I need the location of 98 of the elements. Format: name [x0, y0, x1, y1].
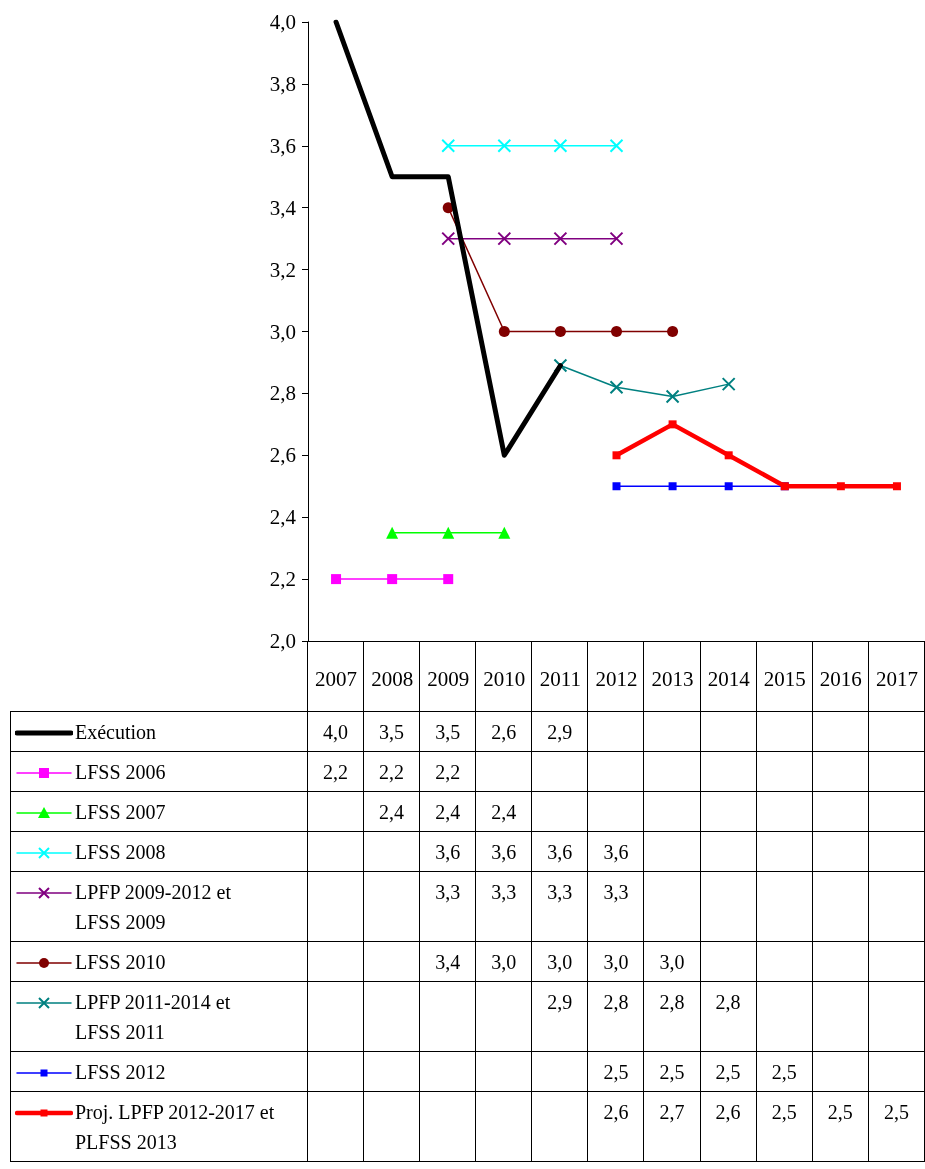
data-label: 2,8 [602, 990, 630, 1015]
legend-label: LFSS 2012 [75, 1060, 167, 1085]
data-label: 3,5 [378, 720, 406, 745]
data-label: 2,4 [434, 800, 462, 825]
point [724, 482, 733, 491]
x-tick-label: 2014 [707, 666, 751, 691]
data-label: 2,6 [490, 720, 518, 745]
x-tick-label: 2016 [819, 666, 862, 691]
x-tick-label: 2007 [315, 666, 358, 691]
data-label: 3,5 [434, 720, 462, 745]
data-label: 2,9 [546, 720, 574, 745]
data-label: 3,0 [490, 950, 518, 975]
data-label: 2,2 [322, 760, 349, 785]
data-label: 2,4 [490, 800, 518, 825]
y-tick-label: 2,4 [269, 505, 297, 530]
y-tick-label: 2,8 [269, 381, 296, 406]
data-label: 2,8 [658, 990, 686, 1015]
data-label: 2,5 [770, 1100, 798, 1125]
legend-label: LFSS 2006 [75, 760, 167, 785]
point [612, 482, 621, 491]
data-label: 3,6 [546, 840, 574, 865]
y-tick-label: 3,0 [269, 319, 296, 344]
point [721, 377, 736, 392]
x-tick-label: 2010 [483, 666, 526, 691]
point [331, 574, 342, 585]
data-label: 4,0 [322, 720, 349, 745]
point [443, 574, 454, 585]
data-label: 2,6 [714, 1100, 742, 1125]
point [497, 138, 512, 153]
legend-label: LFSS 2008 [75, 840, 167, 865]
point [724, 451, 733, 460]
legend-label: LFSS 2007 [75, 800, 167, 825]
point [609, 138, 624, 153]
data-label: 2,5 [602, 1060, 630, 1085]
point [665, 389, 680, 404]
data-label: 2,5 [882, 1100, 910, 1125]
point [498, 326, 510, 337]
point [609, 231, 624, 246]
legend-label: Exécution [75, 720, 158, 745]
point [612, 451, 621, 460]
data-label: 3,4 [434, 950, 462, 975]
point [836, 482, 845, 491]
point [554, 326, 566, 337]
point [611, 326, 622, 337]
point [892, 482, 901, 491]
point [553, 138, 568, 153]
point [441, 138, 456, 153]
point [387, 574, 398, 585]
point [441, 231, 456, 246]
data-label: 3,6 [602, 840, 630, 865]
data-label: 2,9 [546, 990, 574, 1015]
y-tick-label: 2,2 [269, 567, 296, 592]
legend-label: LFSS 2010 [75, 950, 167, 975]
data-label: 2,5 [714, 1060, 742, 1085]
y-tick-label: 3,6 [269, 133, 296, 158]
y-tick-label: 3,2 [269, 257, 296, 282]
data-label: 3,3 [490, 880, 518, 905]
point [442, 526, 455, 539]
legend-label: LPFP 2009-2012 et LFSS 2009 [75, 880, 232, 935]
legend-label: LPFP 2011-2014 et LFSS 2011 [75, 990, 232, 1045]
x-tick-label: 2011 [539, 666, 582, 691]
data-label: 3,3 [546, 880, 574, 905]
x-tick-label: 2017 [875, 666, 918, 691]
data-label: 3,6 [434, 840, 462, 865]
point [497, 231, 512, 246]
data-label: 2,2 [434, 760, 462, 785]
point [668, 420, 677, 429]
point [668, 482, 677, 491]
y-tick-label: 2,6 [269, 443, 296, 468]
data-label: 2,5 [770, 1060, 798, 1085]
data-label: 3,0 [546, 950, 574, 975]
data-label: 3,3 [602, 880, 630, 905]
data-label: 2,7 [658, 1100, 686, 1125]
point [498, 526, 511, 539]
data-label: 2,2 [378, 760, 406, 785]
data-label: 3,3 [434, 880, 462, 905]
x-tick-label: 2013 [651, 666, 694, 691]
x-tick-label: 2009 [427, 666, 470, 691]
data-label: 2,5 [826, 1100, 854, 1125]
x-tick-label: 2015 [763, 666, 806, 691]
data-label: 2,6 [602, 1100, 630, 1125]
point [609, 380, 624, 395]
data-label: 2,8 [714, 990, 742, 1015]
data-label: 3,6 [490, 840, 518, 865]
y-tick-label: 3,4 [269, 195, 297, 220]
y-tick-label: 2,0 [269, 629, 296, 653]
point [667, 326, 679, 337]
data-label: 2,5 [658, 1060, 686, 1085]
x-tick-label: 2008 [371, 666, 414, 691]
x-tick-label: 2012 [595, 666, 638, 691]
y-tick-label: 4,0 [269, 10, 296, 34]
y-tick-label: 3,8 [269, 71, 296, 96]
point [553, 231, 568, 246]
data-label: 3,0 [658, 950, 686, 975]
data-label: 2,4 [378, 800, 406, 825]
point [386, 526, 399, 539]
data-label: 3,0 [602, 950, 630, 975]
legend-label: Proj. LPFP 2012-2017 et PLFSS 2013 [75, 1100, 275, 1155]
